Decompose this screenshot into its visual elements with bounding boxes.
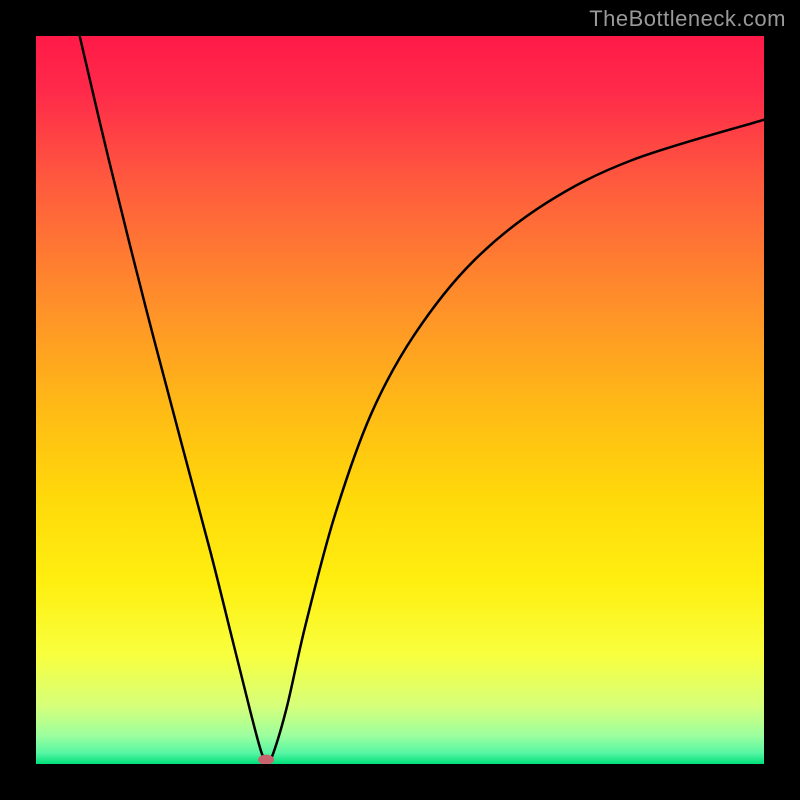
gradient-background — [36, 36, 764, 764]
watermark-text: TheBottleneck.com — [589, 6, 786, 32]
plot-area — [36, 36, 764, 764]
chart-frame: TheBottleneck.com — [0, 0, 800, 800]
plot-svg — [36, 36, 764, 764]
